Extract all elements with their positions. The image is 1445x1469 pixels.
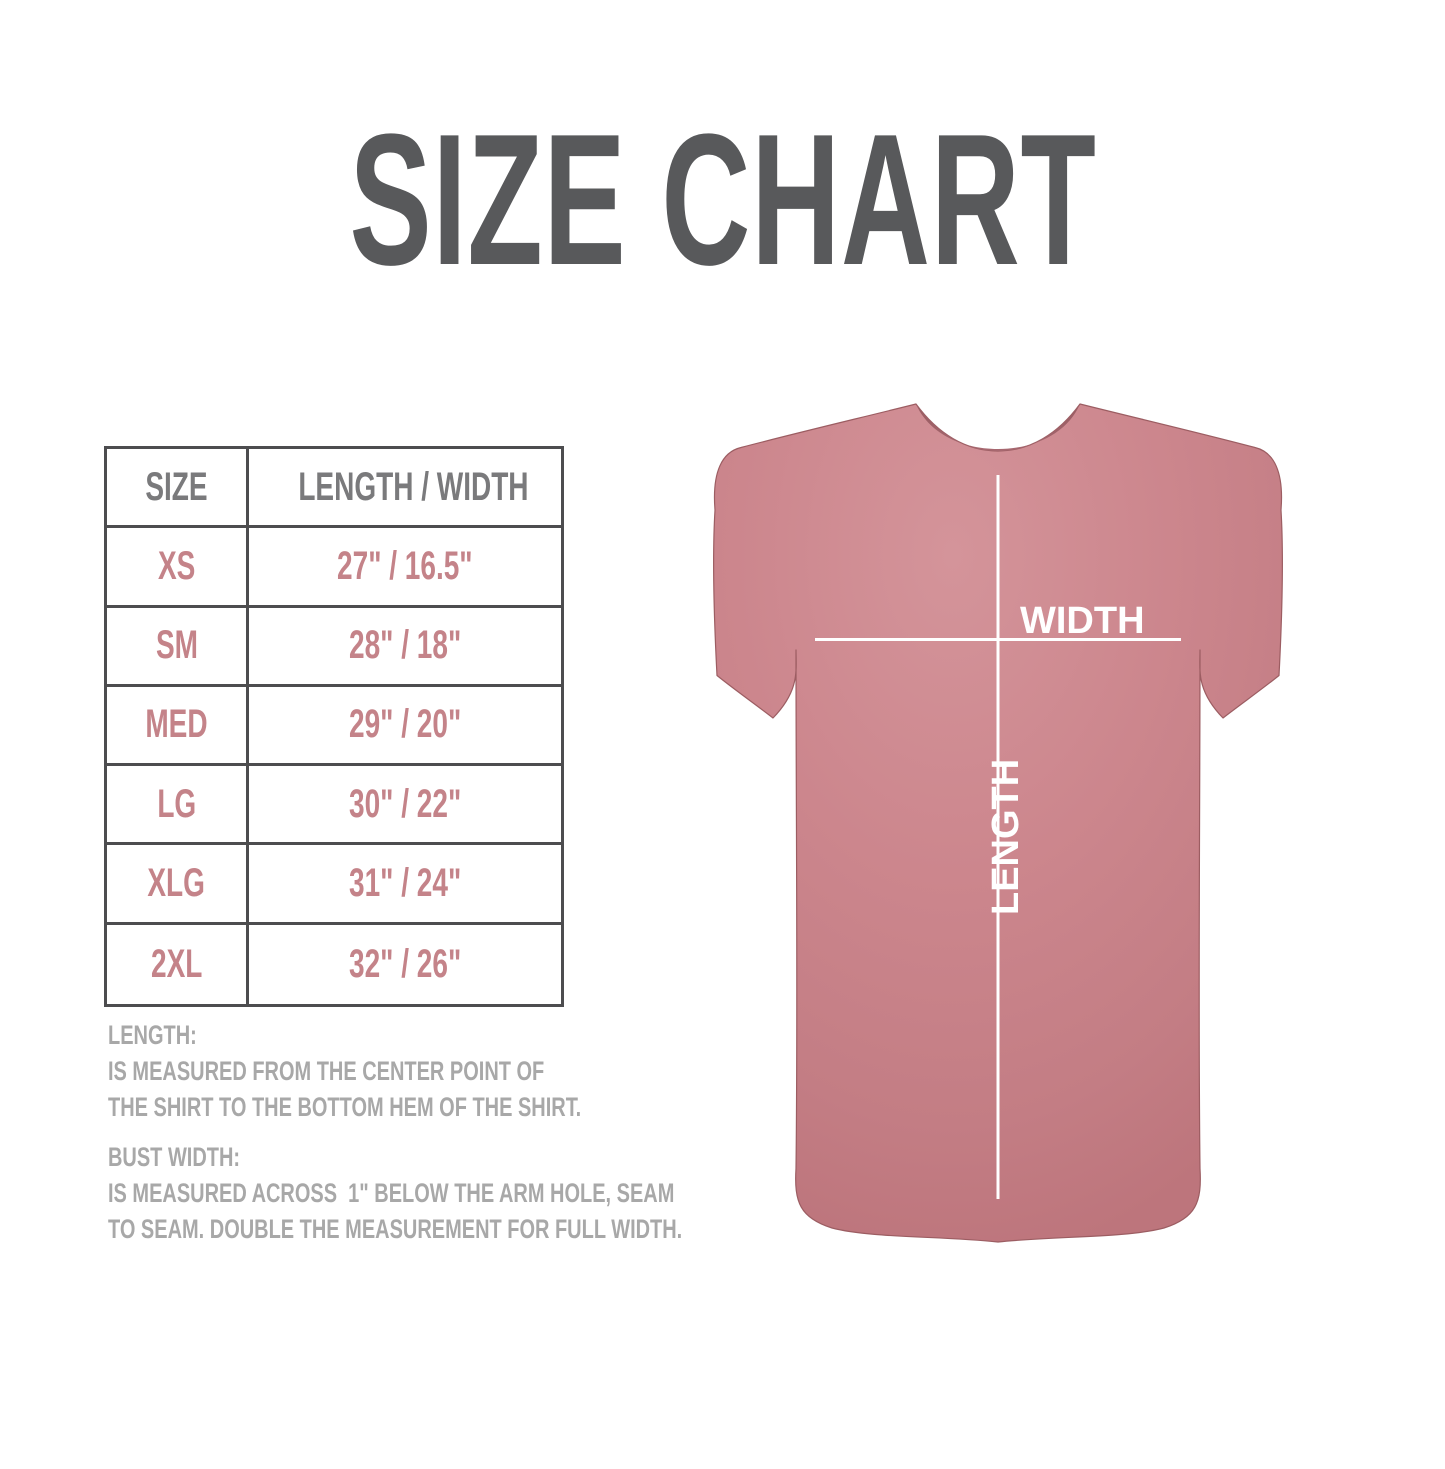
- svg-text:WIDTH: WIDTH: [1020, 600, 1145, 642]
- svg-text:LENGTH: LENGTH: [985, 759, 1027, 915]
